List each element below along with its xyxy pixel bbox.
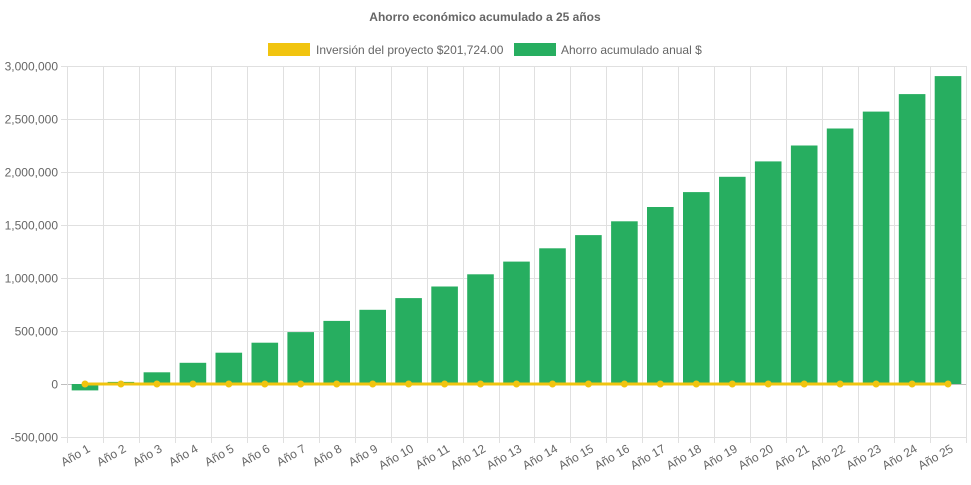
- bar-savings[interactable]: [323, 320, 350, 384]
- y-tick-label: 0: [51, 378, 58, 392]
- bar-savings[interactable]: [934, 76, 962, 384]
- point-investment[interactable]: [728, 380, 736, 388]
- y-tick-label: 3,000,000: [5, 60, 59, 74]
- x-tick-label: Año 2: [94, 441, 128, 469]
- x-tick-label: Año 14: [520, 441, 560, 472]
- point-investment[interactable]: [261, 380, 269, 388]
- bar-savings[interactable]: [539, 248, 566, 384]
- y-tick-label: 1,500,000: [5, 219, 59, 233]
- point-investment[interactable]: [800, 380, 808, 388]
- investment-line: [81, 380, 952, 388]
- bar-savings[interactable]: [251, 342, 279, 384]
- bar-savings[interactable]: [719, 176, 746, 384]
- bar-savings[interactable]: [575, 235, 602, 384]
- x-tick-label: Año 22: [808, 441, 848, 472]
- bar-savings[interactable]: [790, 145, 818, 385]
- bar-savings[interactable]: [431, 286, 458, 385]
- x-axis-ticks: Año 1 Año 2 Año 3 Año 4 Año 5 Año 6 Año 7 Año 8…: [58, 441, 955, 472]
- bar-savings[interactable]: [826, 128, 854, 385]
- y-axis-ticks: -500,000 0 500,000 1,000,000 1,500,000 2,000,…: [5, 60, 59, 445]
- legend: Inversión del proyecto $201,724.00 Ahorr…: [268, 43, 702, 57]
- bar-savings[interactable]: [862, 111, 890, 384]
- point-investment[interactable]: [656, 380, 664, 388]
- x-tick-label: Año 24: [880, 441, 920, 472]
- bar-savings[interactable]: [611, 221, 638, 384]
- bar-savings[interactable]: [683, 192, 710, 384]
- bar-savings[interactable]: [898, 94, 926, 384]
- point-investment[interactable]: [117, 380, 125, 388]
- point-investment[interactable]: [764, 380, 772, 388]
- x-tick-label: Año 23: [844, 441, 884, 472]
- x-tick-label: Año 25: [916, 441, 956, 472]
- x-tick-label: Año 13: [484, 441, 524, 472]
- point-investment[interactable]: [836, 380, 844, 388]
- x-tick-label: Año 7: [274, 441, 308, 469]
- x-tick-label: Año 10: [376, 441, 416, 472]
- point-investment[interactable]: [225, 380, 233, 388]
- point-investment[interactable]: [692, 380, 700, 388]
- point-investment[interactable]: [189, 380, 197, 388]
- point-investment[interactable]: [369, 380, 377, 388]
- point-investment[interactable]: [333, 380, 341, 388]
- point-investment[interactable]: [441, 380, 449, 388]
- y-tick-label: -500,000: [11, 431, 59, 445]
- bar-savings[interactable]: [754, 161, 782, 384]
- bar-savings[interactable]: [215, 352, 243, 384]
- point-investment[interactable]: [584, 380, 592, 388]
- point-investment[interactable]: [513, 380, 520, 388]
- legend-swatch-investment[interactable]: [268, 43, 310, 56]
- legend-label-savings[interactable]: Ahorro acumulado anual $: [561, 43, 702, 57]
- bar-savings[interactable]: [395, 298, 422, 384]
- point-investment[interactable]: [620, 380, 628, 388]
- x-tick-label: Año 18: [664, 441, 704, 472]
- x-tick-label: Año 3: [130, 441, 164, 469]
- legend-swatch-savings[interactable]: [514, 43, 556, 56]
- bar-savings[interactable]: [179, 362, 207, 384]
- chart-title: Ahorro económico acumulado a 25 años: [369, 10, 601, 24]
- x-tick-label: Año 15: [556, 441, 596, 472]
- point-investment[interactable]: [477, 380, 484, 388]
- x-tick-label: Año 16: [592, 441, 632, 472]
- x-tick-label: Año 9: [346, 441, 380, 469]
- bar-savings[interactable]: [287, 332, 314, 384]
- y-tick-label: 2,000,000: [5, 166, 59, 180]
- bar-savings[interactable]: [143, 372, 171, 384]
- x-tick-label: Año 8: [310, 441, 344, 469]
- bar-savings[interactable]: [359, 309, 386, 384]
- point-investment[interactable]: [549, 380, 556, 388]
- point-investment[interactable]: [153, 380, 161, 388]
- point-investment[interactable]: [405, 380, 413, 388]
- x-tick-label: Año 6: [238, 441, 272, 469]
- x-tick-label: Año 1: [58, 441, 92, 469]
- bars: [71, 76, 962, 391]
- bar-savings[interactable]: [467, 274, 494, 384]
- grid: [61, 66, 967, 443]
- x-tick-label: Año 20: [736, 441, 776, 472]
- bar-savings[interactable]: [647, 207, 674, 384]
- point-investment[interactable]: [908, 380, 916, 388]
- y-tick-label: 1,000,000: [5, 272, 59, 286]
- point-investment[interactable]: [872, 380, 880, 388]
- y-tick-label: 500,000: [15, 325, 59, 339]
- x-tick-label: Año 17: [628, 441, 668, 472]
- x-tick-label: Año 19: [700, 441, 740, 472]
- point-investment[interactable]: [944, 380, 952, 388]
- x-tick-label: Año 11: [413, 441, 452, 472]
- x-tick-label: Año 12: [448, 441, 488, 472]
- legend-label-investment[interactable]: Inversión del proyecto $201,724.00: [316, 43, 504, 57]
- y-tick-label: 2,500,000: [5, 113, 59, 127]
- bar-savings[interactable]: [503, 261, 530, 384]
- x-tick-label: Año 4: [166, 441, 200, 469]
- x-tick-label: Año 5: [202, 441, 236, 469]
- x-tick-label: Año 21: [772, 441, 812, 472]
- point-investment[interactable]: [81, 380, 89, 388]
- point-investment[interactable]: [297, 380, 305, 388]
